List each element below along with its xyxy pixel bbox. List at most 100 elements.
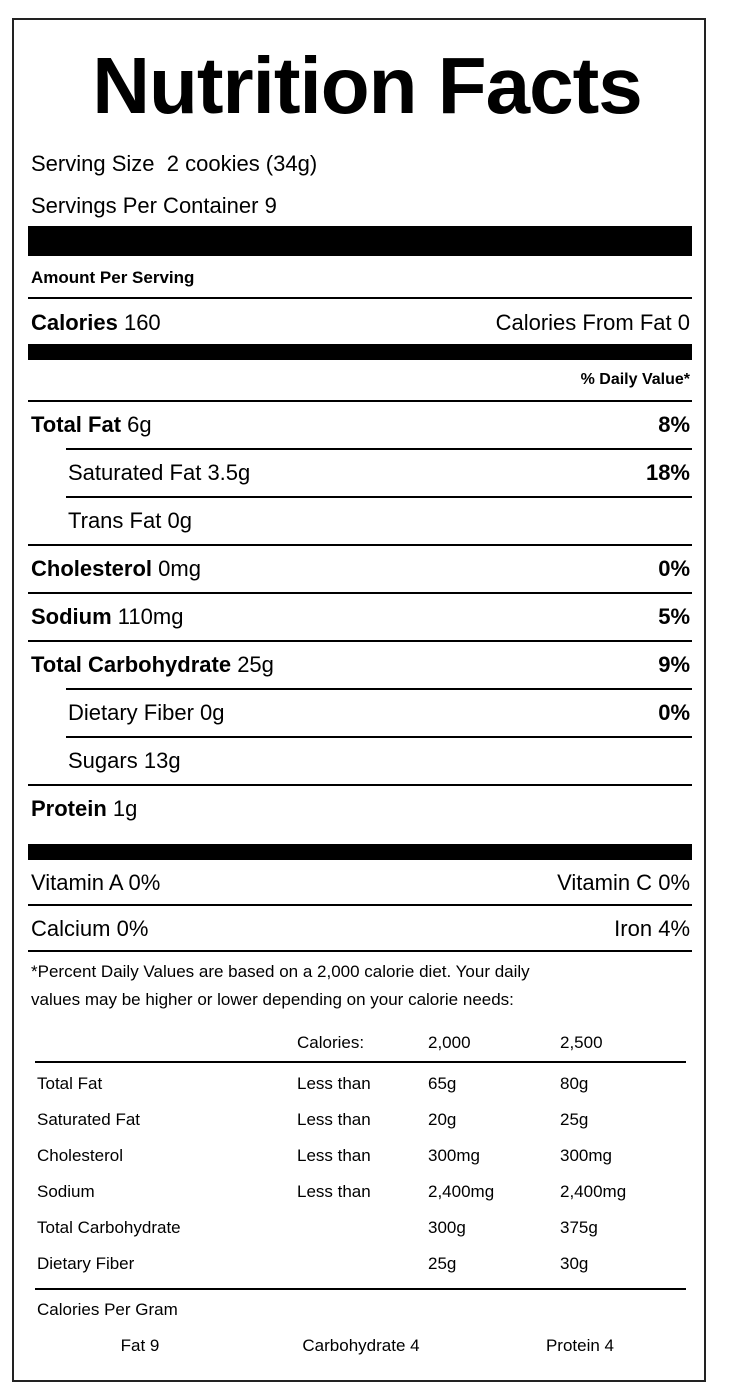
table-value: 80g [560, 1074, 589, 1093]
table-value: 300mg [428, 1146, 480, 1165]
servings-per-container: Servings Per Container 9 [31, 192, 277, 220]
nutrient-row: Sodium 110mg [31, 603, 183, 631]
calories-per-gram-item: Protein 4 [545, 1336, 615, 1355]
calories-from-fat: Calories From Fat 0 [496, 309, 690, 337]
table-value: 300mg [560, 1146, 612, 1165]
nutrient-amount: 0g [200, 700, 225, 725]
sub-nutrient-row: Trans Fat 0g [68, 507, 192, 535]
vitamin-label: Iron [614, 916, 653, 941]
vitamin-value: 0% [116, 916, 149, 941]
thick-rule [28, 226, 692, 256]
label-border [12, 18, 706, 1382]
vitamin: Iron 4% [614, 915, 690, 943]
nutrient-label: Cholesterol [31, 556, 153, 581]
table-value: 20g [428, 1110, 457, 1129]
daily-value: 9% [658, 652, 690, 677]
rule [28, 640, 692, 642]
servings-value: 9 [264, 193, 277, 218]
rule [66, 496, 692, 498]
table-value: 2,400mg [428, 1182, 495, 1201]
nutrient-amount: 0mg [158, 556, 201, 581]
calories-from-fat-label: Calories From Fat [495, 310, 672, 335]
table-nutrient: Sodium [37, 1182, 95, 1201]
vitamin-label: Vitamin C [557, 870, 653, 895]
nutrient-row: Total Fat 6g [31, 411, 152, 439]
nutrient-label: Dietary Fiber [68, 700, 194, 725]
calories-per-gram-label: Calories Per Gram [37, 1300, 178, 1319]
rule [35, 1288, 686, 1290]
table-nutrient: Cholesterol [37, 1146, 123, 1165]
calories: Calories 160 [31, 309, 161, 337]
rule [28, 784, 692, 786]
nutrient-row: Protein 1g [31, 795, 137, 823]
nutrient-label: Total Fat [31, 412, 122, 437]
medium-rule [28, 844, 692, 860]
rule [28, 544, 692, 546]
nutrient-label: Sodium [31, 604, 112, 629]
nutrient-amount: 110mg [117, 604, 184, 629]
table-nutrient: Total Carbohydrate [37, 1218, 181, 1237]
table-limit: Less than [297, 1146, 371, 1165]
rule [28, 950, 692, 952]
table-nutrient: Saturated Fat [37, 1110, 141, 1129]
nutrient-label: Protein [31, 796, 107, 821]
table-header: 2,500 [560, 1033, 603, 1052]
vitamin-label: Calcium [31, 916, 111, 941]
table-value: 25g [428, 1254, 457, 1273]
daily-value-header: % Daily Value* [580, 371, 690, 388]
nutrient-amount: 6g [127, 412, 152, 437]
table-nutrient: Dietary Fiber [37, 1254, 135, 1273]
rule [66, 448, 692, 450]
rule [28, 297, 692, 299]
table-value: 375g [560, 1218, 598, 1237]
serving-size-value: 2 cookies (34g) [166, 151, 318, 176]
sub-nutrient-row: Dietary Fiber 0g [68, 699, 225, 727]
table-limit: Less than [297, 1182, 371, 1201]
rule [28, 592, 692, 594]
daily-value: 0% [658, 700, 690, 725]
nutrient-amount: 1g [112, 796, 138, 821]
servings-label: Servings Per Container [31, 193, 259, 218]
calories-per-gram-item: Carbohydrate 4 [302, 1336, 420, 1355]
nutrient-label: Total Carbohydrate [31, 652, 232, 677]
title: Nutrition Facts [92, 41, 642, 130]
serving-size-label: Serving Size [31, 151, 155, 176]
nutrient-label: Trans Fat [68, 508, 162, 533]
calories-per-gram-item: Fat 9 [120, 1336, 160, 1355]
daily-value: 8% [658, 412, 690, 437]
vitamin: Vitamin A 0% [31, 869, 160, 897]
vitamin-value: 4% [658, 916, 690, 941]
nutrient-label: Saturated Fat [68, 460, 202, 485]
amount-per-serving: Amount Per Serving [31, 268, 195, 287]
sub-nutrient-row: Saturated Fat 3.5g [68, 459, 250, 487]
daily-value: 0% [658, 556, 690, 581]
nutrient-row: Cholesterol 0mg [31, 555, 201, 583]
vitamin: Vitamin C 0% [557, 869, 690, 897]
nutrient-row: Total Carbohydrate 25g [31, 651, 274, 679]
vitamin: Calcium 0% [31, 915, 148, 943]
calories-from-fat-value: 0 [677, 310, 690, 335]
daily-value: 5% [658, 604, 690, 629]
vitamin-value: 0% [128, 870, 161, 895]
nutrient-amount: 13g [143, 748, 181, 773]
vitamin-value: 0% [658, 870, 690, 895]
vitamin-label: Vitamin A [31, 870, 123, 895]
table-limit: Less than [297, 1074, 371, 1093]
table-value: 300g [428, 1218, 466, 1237]
nutrient-amount: 25g [237, 652, 274, 677]
table-header: 2,000 [428, 1033, 471, 1052]
sub-nutrient-row: Sugars 13g [68, 747, 181, 775]
rule [35, 1061, 686, 1063]
table-header: Calories: [297, 1033, 365, 1052]
nutrient-amount: 3.5g [207, 460, 251, 485]
footnote-line: values may be higher or lower depending … [31, 990, 514, 1009]
serving-size: Serving Size 2 cookies (34g) [31, 150, 317, 178]
table-value: 25g [560, 1110, 589, 1129]
calories-label: Calories [31, 310, 118, 335]
rule [66, 688, 692, 690]
daily-value: 18% [645, 460, 690, 485]
footnote-line: *Percent Daily Values are based on a 2,0… [31, 962, 530, 981]
medium-rule [28, 344, 692, 360]
calories-value: 160 [123, 310, 161, 335]
